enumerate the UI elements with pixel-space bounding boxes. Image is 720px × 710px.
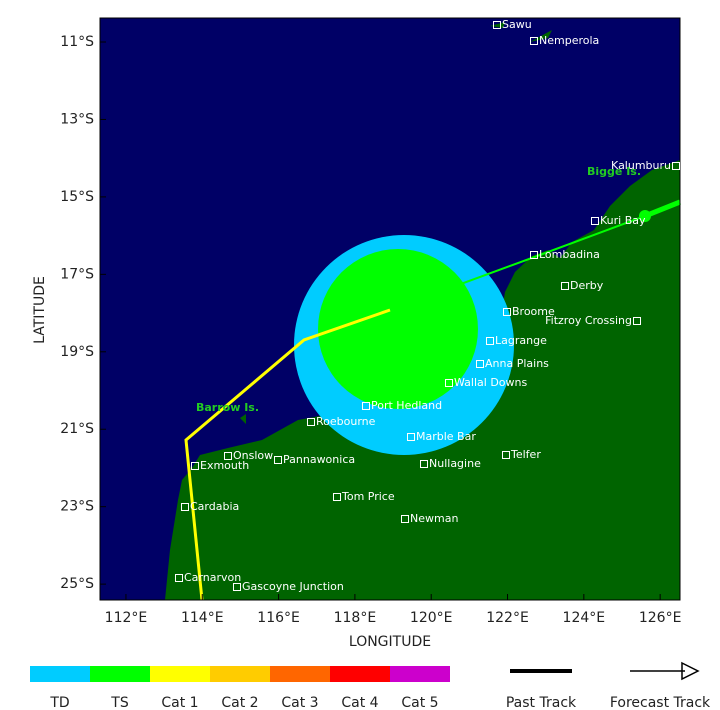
legend-label: TD bbox=[49, 695, 69, 710]
place-label: Fitzroy Crossing bbox=[545, 314, 632, 327]
place-label: Telfer bbox=[510, 448, 541, 461]
ts-wind-radius bbox=[318, 249, 478, 409]
place-label: Lagrange bbox=[495, 334, 547, 347]
place-label: Onslow bbox=[233, 449, 273, 462]
place-label: Gascoyne Junction bbox=[242, 580, 344, 593]
place-marker bbox=[486, 337, 494, 345]
legend-swatch bbox=[150, 666, 210, 682]
place-marker bbox=[672, 162, 680, 170]
place-marker bbox=[502, 451, 510, 459]
x-tick-label: 122°E bbox=[486, 610, 529, 626]
place-marker bbox=[362, 402, 370, 410]
place-marker bbox=[530, 251, 538, 259]
island-label: Barrow Is. bbox=[196, 401, 259, 414]
y-tick-label: 21°S bbox=[60, 421, 94, 437]
place-marker bbox=[633, 317, 641, 325]
place-marker bbox=[591, 217, 599, 225]
land bbox=[165, 160, 680, 600]
x-tick-label: 118°E bbox=[334, 610, 377, 626]
legend-label: Cat 2 bbox=[221, 695, 258, 710]
legend-swatch bbox=[270, 666, 330, 682]
y-axis-label: LATITUDE bbox=[32, 276, 48, 344]
legend-label: TS bbox=[110, 695, 129, 710]
y-tick-label: 23°S bbox=[60, 499, 94, 515]
legend-label: Cat 3 bbox=[281, 695, 318, 710]
map-frame bbox=[99, 17, 681, 601]
x-tick-label: 124°E bbox=[563, 610, 606, 626]
y-tick-label: 25°S bbox=[60, 576, 94, 592]
place-label: Exmouth bbox=[200, 459, 249, 472]
legend-swatch bbox=[90, 666, 150, 682]
legend-label: Past Track bbox=[506, 695, 577, 710]
place-label: Nemperola bbox=[539, 34, 599, 47]
y-tick-label: 15°S bbox=[60, 189, 94, 205]
y-tick-label: 13°S bbox=[60, 111, 94, 127]
place-label: Anna Plains bbox=[485, 357, 549, 370]
place-marker bbox=[307, 418, 315, 426]
place-marker bbox=[224, 452, 232, 460]
place-label: Sawu bbox=[502, 18, 532, 31]
place-marker bbox=[233, 583, 241, 591]
island-label: Bigge Is. bbox=[587, 165, 641, 178]
place-label: Cardabia bbox=[190, 500, 239, 513]
legend-swatch bbox=[30, 666, 90, 682]
place-label: Kuri Bay bbox=[600, 214, 646, 227]
place-marker bbox=[561, 282, 569, 290]
legend-label: Forecast Track bbox=[610, 695, 711, 710]
place-marker bbox=[175, 574, 183, 582]
place-marker bbox=[333, 493, 341, 501]
place-marker bbox=[401, 515, 409, 523]
place-label: Kalumburu bbox=[611, 159, 671, 172]
x-tick-label: 114°E bbox=[181, 610, 224, 626]
place-label: Newman bbox=[410, 512, 458, 525]
x-tick-label: 120°E bbox=[410, 610, 453, 626]
place-label: Carnarvon bbox=[184, 571, 241, 584]
legend-label: Cat 1 bbox=[161, 695, 198, 710]
forecast-track-cat1 bbox=[184, 308, 391, 601]
place-marker bbox=[181, 503, 189, 511]
place-marker bbox=[476, 360, 484, 368]
legend-label: Cat 5 bbox=[401, 695, 438, 710]
place-label: Wallal Downs bbox=[454, 376, 527, 389]
place-marker bbox=[445, 379, 453, 387]
x-axis-label: LONGITUDE bbox=[349, 634, 431, 650]
place-marker bbox=[420, 460, 428, 468]
x-tick-label: 116°E bbox=[257, 610, 300, 626]
storm-position bbox=[639, 210, 651, 222]
place-marker bbox=[503, 308, 511, 316]
place-label: Broome bbox=[512, 305, 555, 318]
legend-swatch bbox=[330, 666, 390, 682]
place-label: Port Hedland bbox=[371, 399, 442, 412]
place-label: Marble Bar bbox=[416, 430, 476, 443]
past-track bbox=[644, 199, 681, 219]
y-tick-label: 19°S bbox=[60, 344, 94, 360]
legend-label: Cat 4 bbox=[341, 695, 378, 710]
place-label: Nullagine bbox=[429, 457, 481, 470]
forecast-track-ts bbox=[389, 215, 646, 311]
place-label: Pannawonica bbox=[283, 453, 355, 466]
place-label: Roebourne bbox=[316, 415, 376, 428]
x-tick-label: 112°E bbox=[105, 610, 148, 626]
place-marker bbox=[407, 433, 415, 441]
place-marker bbox=[530, 37, 538, 45]
place-marker bbox=[493, 21, 501, 29]
place-marker bbox=[191, 462, 199, 470]
y-tick-label: 11°S bbox=[60, 34, 94, 50]
place-marker bbox=[274, 456, 282, 464]
legend-swatch bbox=[210, 666, 270, 682]
place-label: Tom Price bbox=[341, 490, 395, 503]
forecast-track-legend-arrow bbox=[681, 661, 700, 681]
place-label: Lombadina bbox=[539, 248, 600, 261]
place-label: Derby bbox=[570, 279, 604, 292]
legend-swatch bbox=[390, 666, 450, 682]
x-tick-label: 126°E bbox=[639, 610, 682, 626]
y-tick-label: 17°S bbox=[60, 266, 94, 282]
